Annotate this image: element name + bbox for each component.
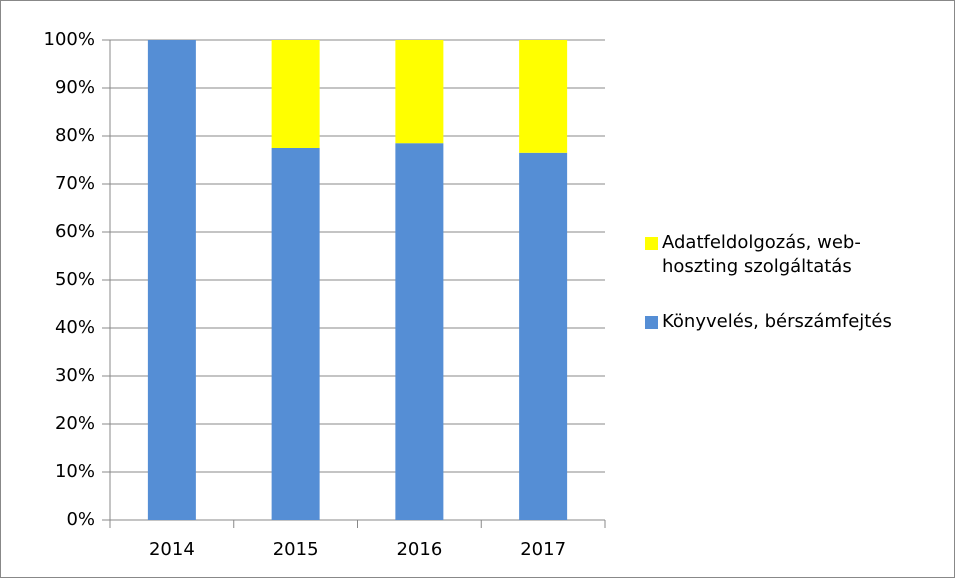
y-tick-label: 100% [44,29,95,50]
legend-label: Adatfeldolgozás, web-hoszting szolgáltat… [662,232,861,277]
bar-segment [519,152,568,521]
x-tick-label: 2014 [149,539,195,560]
y-tick-label: 30% [55,365,95,386]
y-tick-label: 20% [55,413,95,434]
y-tick-label: 0% [66,509,95,530]
x-tick-label: 2017 [520,539,566,560]
y-tick-label: 50% [55,269,95,290]
y-tick-label: 70% [55,173,95,194]
x-tick-label: 2015 [273,539,319,560]
y-tick-label: 60% [55,221,95,242]
legend-swatch [645,237,658,250]
bar-segment [395,40,444,144]
bar-segment [395,143,444,520]
legend-item: Adatfeldolgozás, web-hoszting szolgáltat… [645,231,935,279]
legend-swatch [645,316,658,329]
bar-segment [271,148,320,520]
bar-segment [519,40,568,153]
legend-item: Könyvelés, bérszámfejtés [645,310,935,334]
y-tick-label: 80% [55,125,95,146]
bar-segment [147,40,196,520]
y-tick-label: 10% [55,461,95,482]
x-tick-label: 2016 [396,539,442,560]
y-tick-label: 40% [55,317,95,338]
bar-segment [271,40,320,148]
y-tick-label: 90% [55,77,95,98]
legend-label: Könyvelés, bérszámfejtés [662,311,892,332]
